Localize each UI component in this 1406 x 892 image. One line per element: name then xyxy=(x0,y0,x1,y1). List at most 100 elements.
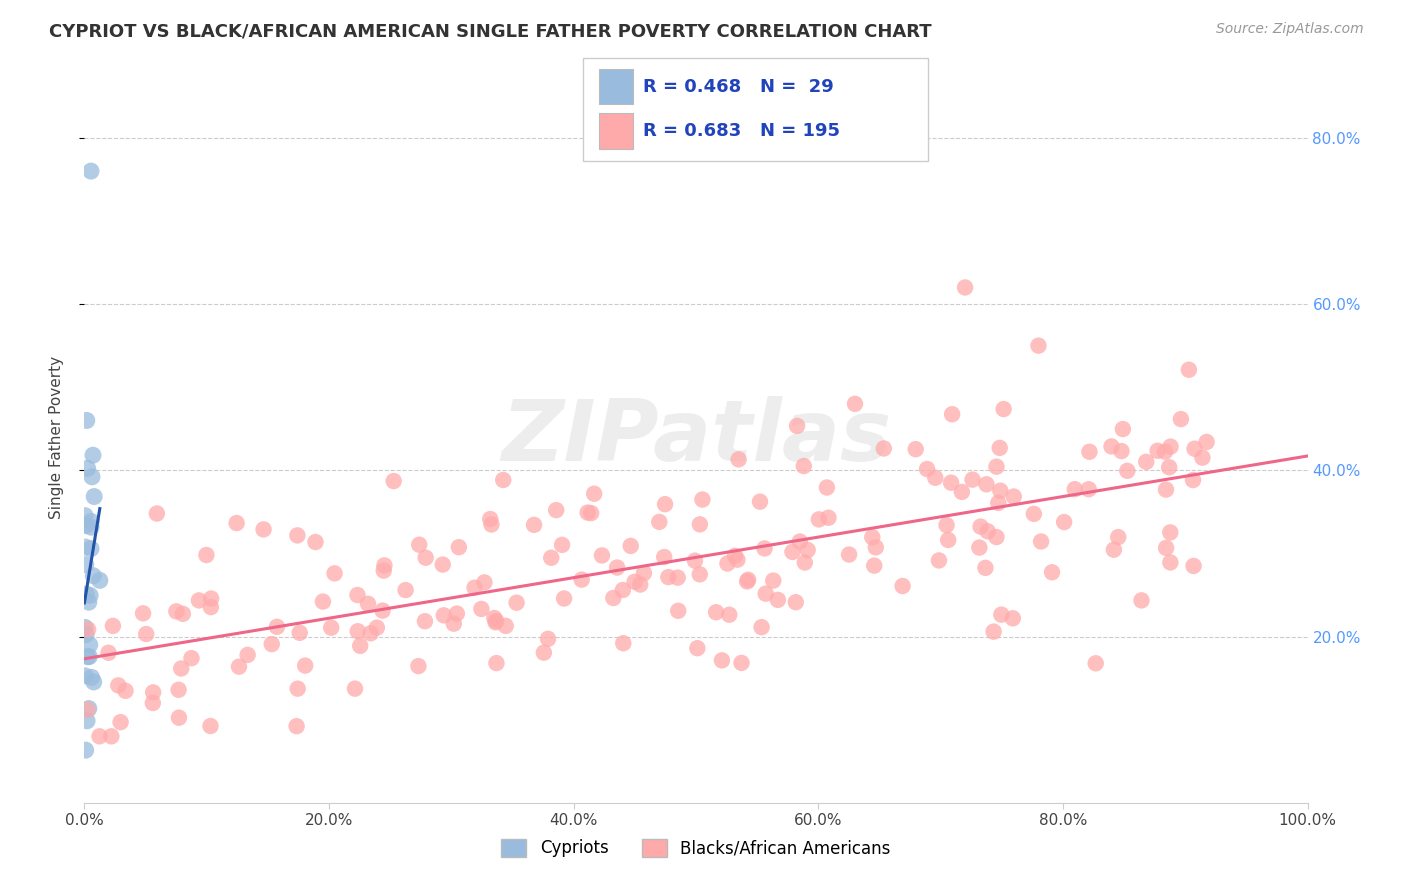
Point xyxy=(77,701,100,715)
Point xyxy=(988,441,1011,455)
Text: Source: ZipAtlas.com: Source: ZipAtlas.com xyxy=(1216,22,1364,37)
Point xyxy=(474,575,496,590)
Point xyxy=(838,548,860,562)
Point xyxy=(200,591,222,606)
Point xyxy=(80,541,103,556)
Point xyxy=(75,558,97,572)
Point xyxy=(976,477,998,491)
Point xyxy=(873,442,896,456)
Point xyxy=(394,583,416,598)
Point xyxy=(540,550,562,565)
Point xyxy=(479,512,502,526)
Point xyxy=(1116,464,1139,478)
Point xyxy=(730,656,752,670)
Point xyxy=(1154,483,1177,497)
Point xyxy=(346,624,368,639)
Point xyxy=(100,729,122,743)
Legend: Cypriots, Blacks/African Americans: Cypriots, Blacks/African Americans xyxy=(495,832,897,864)
Point xyxy=(1178,362,1201,376)
Point xyxy=(891,579,914,593)
Point xyxy=(80,164,103,178)
Point xyxy=(1001,611,1024,625)
Point xyxy=(89,574,111,588)
Point xyxy=(990,607,1012,622)
Point xyxy=(648,515,671,529)
Point xyxy=(114,683,136,698)
Point xyxy=(360,626,382,640)
Point xyxy=(373,564,395,578)
Point xyxy=(287,681,309,696)
Point xyxy=(1053,515,1076,529)
Point xyxy=(82,568,104,582)
Point xyxy=(628,577,651,591)
Point xyxy=(1111,444,1133,458)
Point xyxy=(1184,442,1206,456)
Point xyxy=(1029,534,1052,549)
Point xyxy=(1135,455,1157,469)
Point xyxy=(704,605,727,619)
Point xyxy=(817,510,839,524)
Point xyxy=(343,681,366,696)
Point xyxy=(75,627,97,641)
Point xyxy=(915,462,938,476)
Point xyxy=(935,518,957,533)
Point xyxy=(1084,657,1107,671)
Text: R = 0.683   N = 195: R = 0.683 N = 195 xyxy=(643,122,839,140)
Point xyxy=(77,649,100,664)
Point xyxy=(146,507,169,521)
Point xyxy=(172,607,194,621)
Point xyxy=(1195,434,1218,449)
Point xyxy=(1159,556,1181,570)
Point xyxy=(1154,541,1177,555)
Point xyxy=(1170,412,1192,426)
Point xyxy=(77,595,100,609)
Point xyxy=(751,620,773,634)
Point xyxy=(266,620,288,634)
Point xyxy=(537,632,560,646)
Point xyxy=(79,588,101,602)
Point xyxy=(195,548,218,562)
Point xyxy=(505,596,527,610)
Point xyxy=(749,494,772,508)
Point xyxy=(553,591,575,606)
Point xyxy=(349,639,371,653)
Point xyxy=(710,653,733,667)
Point xyxy=(484,615,506,630)
Point xyxy=(170,661,193,675)
Y-axis label: Single Father Poverty: Single Father Poverty xyxy=(49,356,63,518)
Point xyxy=(252,522,274,536)
Point xyxy=(236,648,259,662)
Point xyxy=(76,703,98,717)
Point xyxy=(200,600,222,615)
Point xyxy=(443,616,465,631)
Point xyxy=(1154,444,1177,458)
Point xyxy=(1077,482,1099,496)
Point xyxy=(132,607,155,621)
Point xyxy=(142,696,165,710)
Point xyxy=(485,656,508,670)
Point xyxy=(683,554,706,568)
Text: R = 0.468   N =  29: R = 0.468 N = 29 xyxy=(643,78,834,95)
Point xyxy=(107,678,129,692)
Point xyxy=(969,519,991,533)
Point xyxy=(481,517,503,532)
Point xyxy=(260,637,283,651)
Point xyxy=(75,540,97,554)
Point xyxy=(551,538,574,552)
Point xyxy=(796,543,818,558)
Point xyxy=(432,558,454,572)
Point xyxy=(485,614,508,628)
Point xyxy=(408,659,430,673)
Point xyxy=(366,621,388,635)
Point xyxy=(97,646,120,660)
Point xyxy=(976,524,998,539)
Point xyxy=(288,625,311,640)
Point xyxy=(76,461,98,475)
Point xyxy=(1102,542,1125,557)
Point xyxy=(89,729,111,743)
Point xyxy=(988,483,1011,498)
Point xyxy=(80,670,103,684)
Point xyxy=(187,593,209,607)
Point xyxy=(657,570,679,584)
Point xyxy=(815,481,838,495)
